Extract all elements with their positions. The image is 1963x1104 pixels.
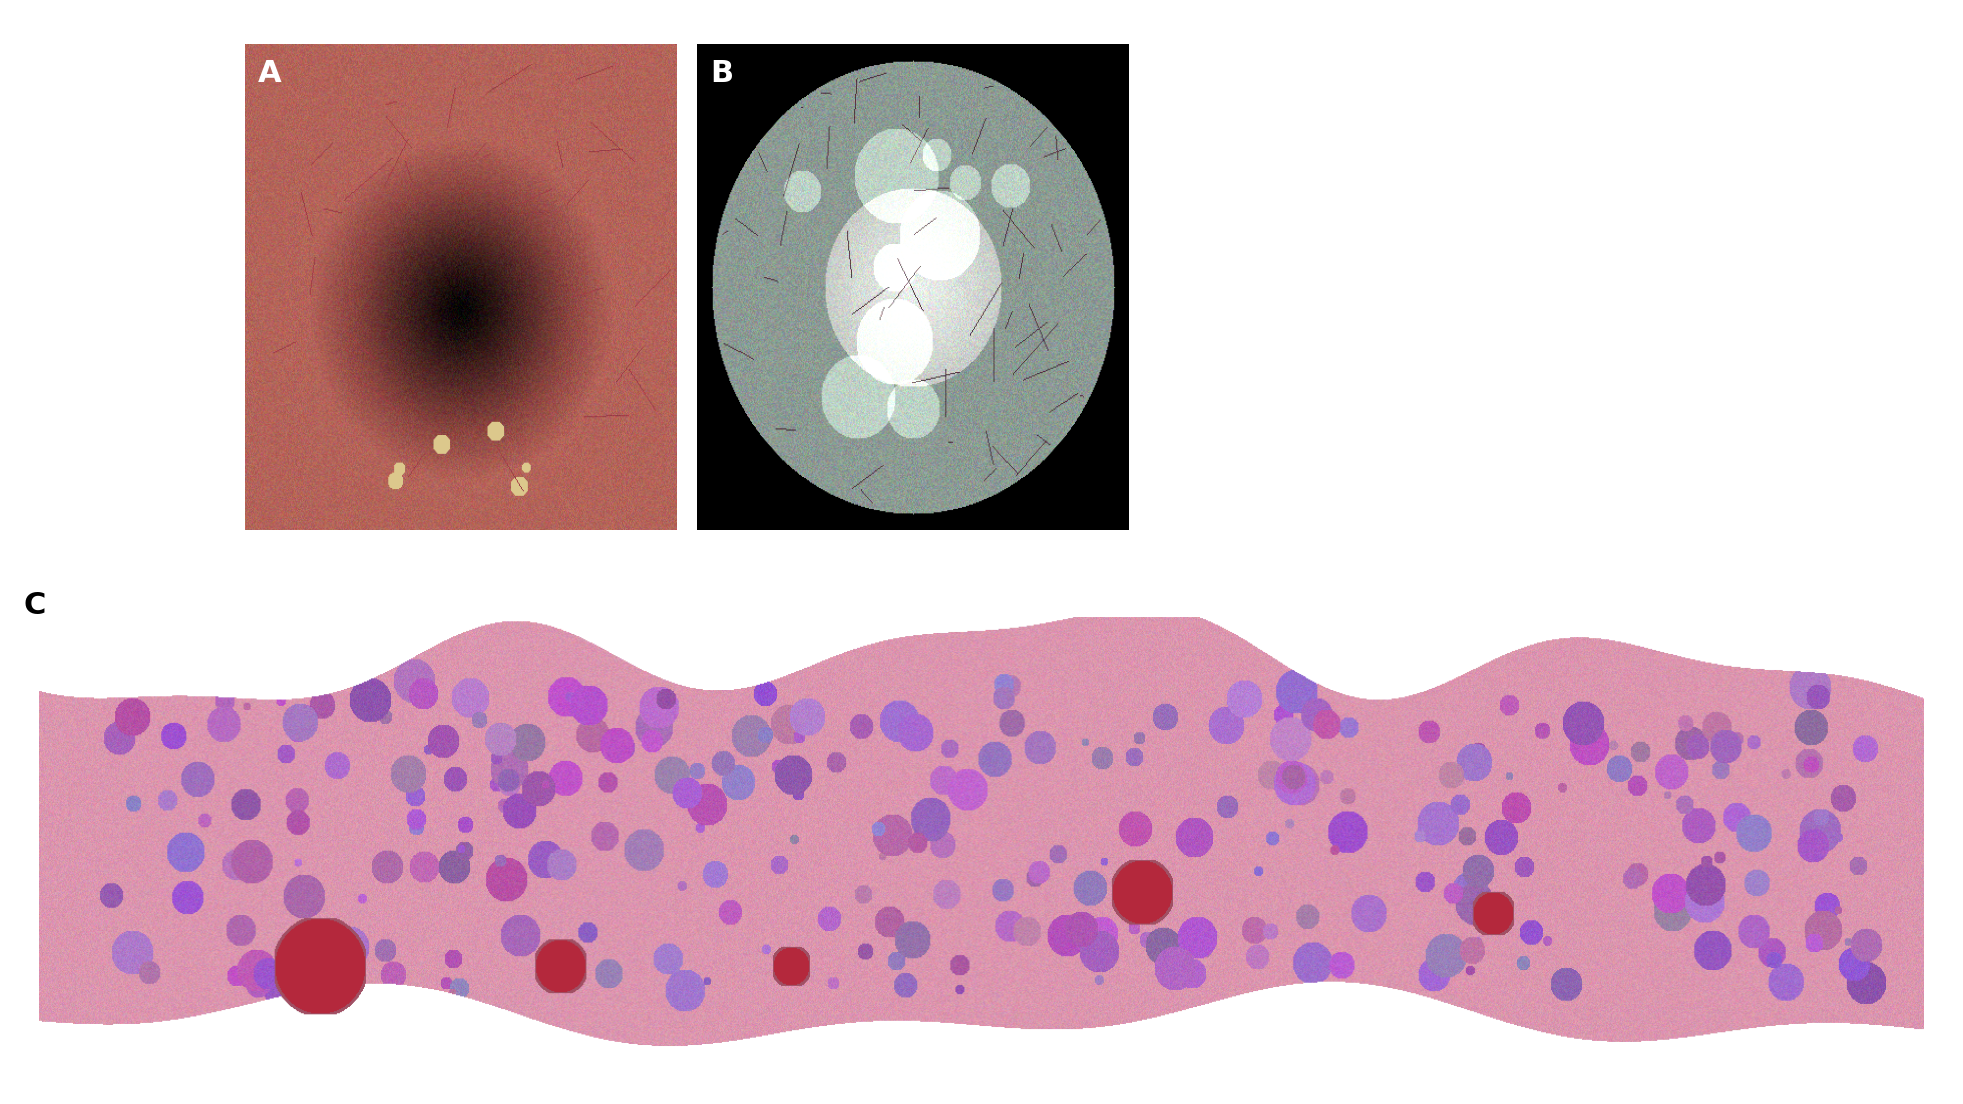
Text: C: C [24, 591, 45, 619]
Text: A: A [259, 59, 283, 87]
Text: B: B [711, 59, 732, 87]
